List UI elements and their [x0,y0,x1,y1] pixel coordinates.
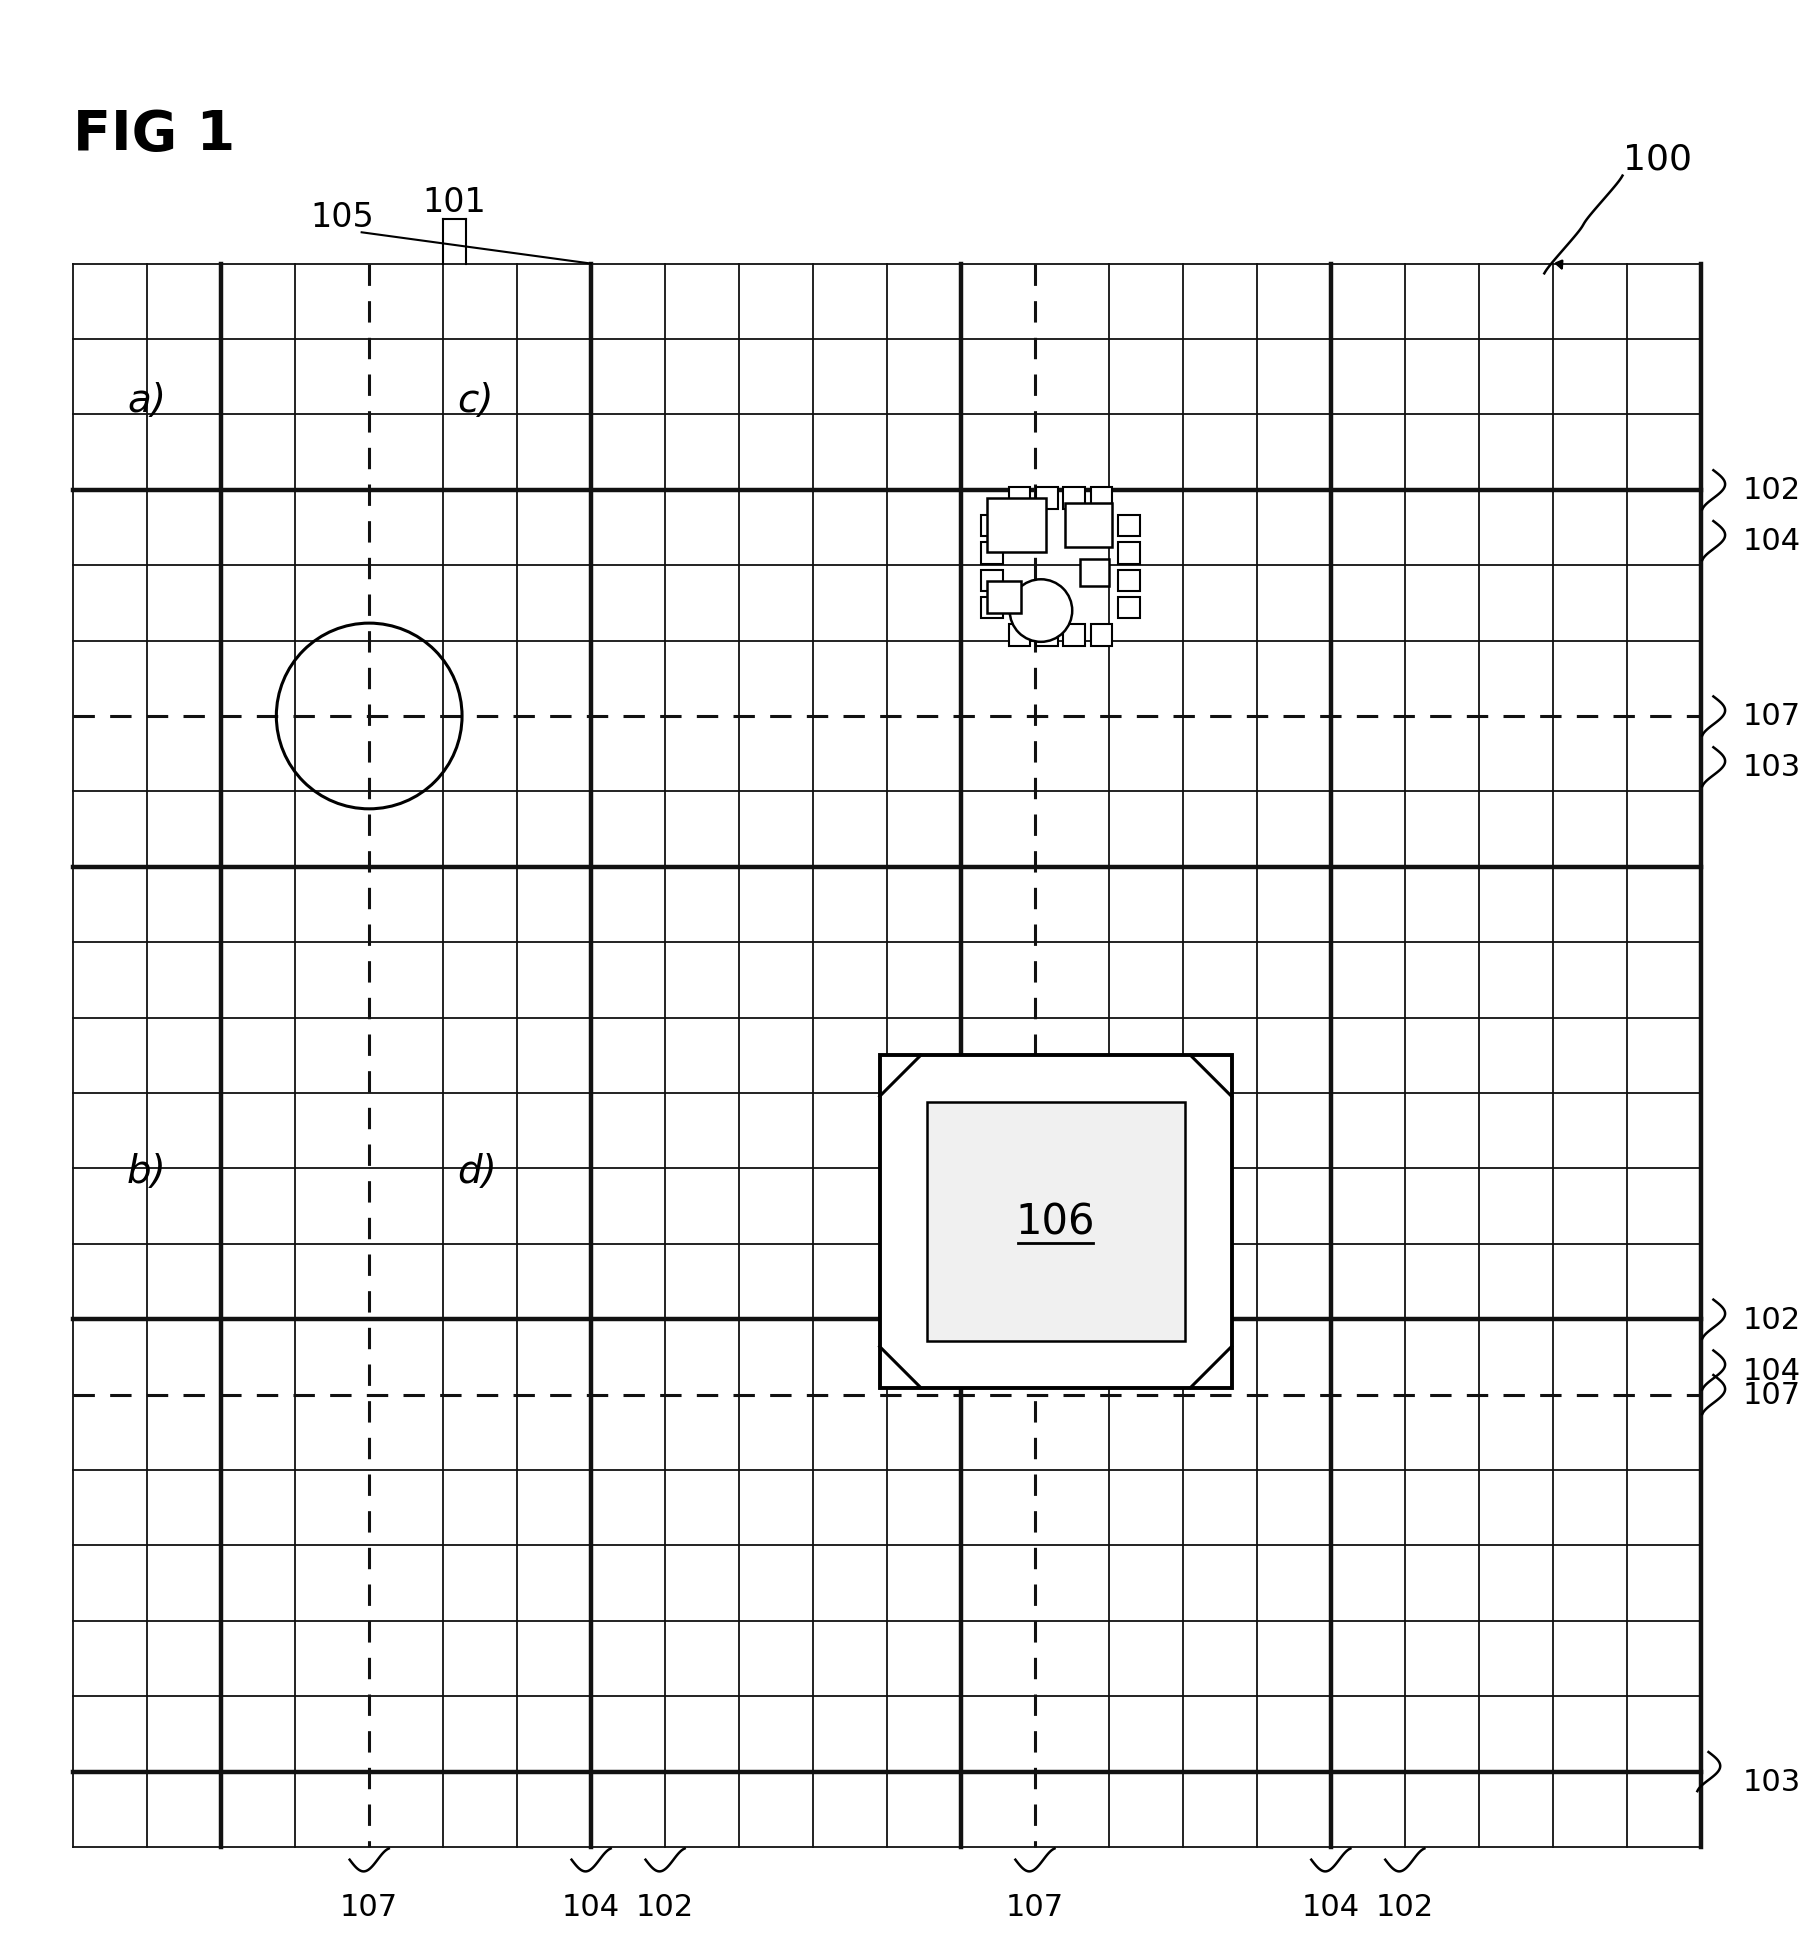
Bar [981,516,1003,538]
Bar [1118,571,1139,592]
Text: 104: 104 [1301,1892,1359,1921]
Bar [1118,543,1139,565]
Text: 107: 107 [1742,1381,1800,1408]
Text: 103: 103 [1742,754,1800,781]
Circle shape [1010,581,1073,643]
Text: 102: 102 [635,1892,695,1921]
Bar [1008,489,1030,510]
Bar [1091,489,1112,510]
Bar [1118,516,1139,538]
Text: 107: 107 [1742,701,1800,730]
Bar [1037,625,1058,647]
Text: 104: 104 [1742,526,1800,555]
Bar [1064,489,1085,510]
Bar [981,543,1003,565]
Bar [1037,489,1058,510]
Text: 104: 104 [562,1892,621,1921]
Text: 103: 103 [1742,1767,1800,1796]
Bar [981,598,1003,619]
Text: 102: 102 [1742,475,1800,505]
Bar [981,571,1003,592]
Text: c): c) [457,382,493,419]
Text: 101: 101 [423,187,486,220]
Bar [880,1056,1231,1387]
Text: 105: 105 [310,201,374,234]
Text: 102: 102 [1375,1892,1435,1921]
Text: a): a) [128,382,166,419]
Text: FIG 1: FIG 1 [74,109,236,162]
Bar [1008,625,1030,647]
Bar [1118,598,1139,619]
Text: d): d) [457,1151,497,1190]
Text: 107: 107 [340,1892,398,1921]
Bar [1066,505,1112,547]
Text: b): b) [128,1151,167,1190]
Bar [986,499,1046,553]
Bar [927,1103,1184,1340]
Text: 106: 106 [1015,1200,1096,1243]
Bar [986,582,1021,614]
Bar [1091,625,1112,647]
Bar [1080,559,1109,586]
Text: 104: 104 [1742,1356,1800,1385]
Text: 102: 102 [1742,1305,1800,1334]
Text: 107: 107 [1006,1892,1064,1921]
Bar [1064,625,1085,647]
Text: 100: 100 [1622,142,1692,177]
